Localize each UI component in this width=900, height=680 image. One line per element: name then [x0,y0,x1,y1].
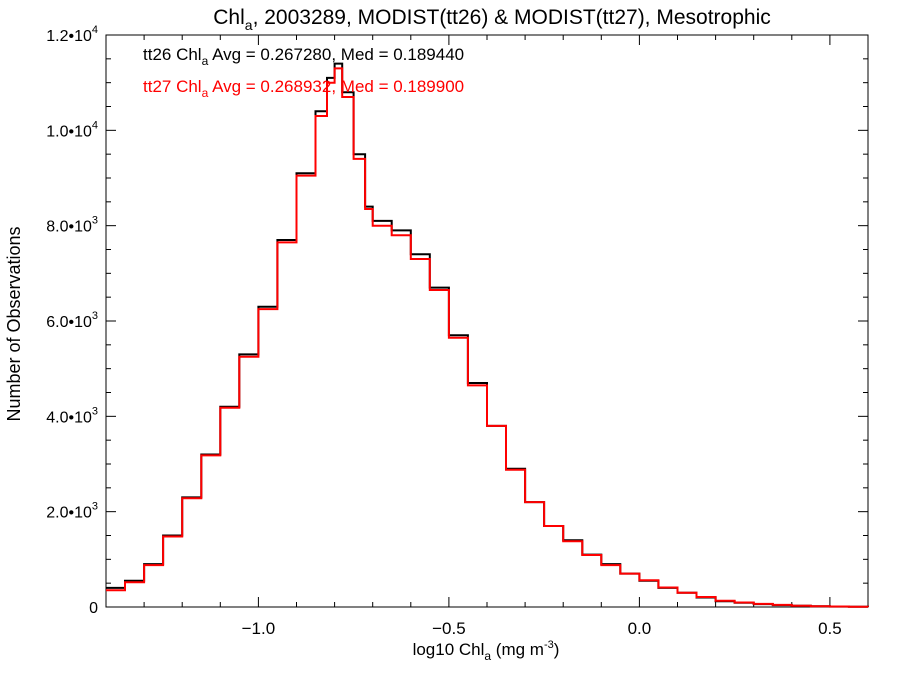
x-tick-label: −0.5 [432,619,466,638]
x-tick-label: 0.5 [818,619,842,638]
x-tick-label: −1.0 [242,619,276,638]
y-tick-label: 8.0•103 [46,215,98,236]
y-tick-label: 6.0•103 [46,310,98,331]
series-line-2 [106,67,869,608]
x-tick-label: 0.0 [628,619,652,638]
y-tick-label: 0 [89,600,98,617]
x-axis-label: log10 Chla (mg m-3) [413,639,560,663]
annotations-group: tt26 Chla Avg = 0.267280, Med = 0.189440… [143,45,464,100]
series-group [106,62,869,608]
annotation-stat-1: tt26 Chla Avg = 0.267280, Med = 0.189440 [143,45,464,68]
y-tick-label: 1.0•104 [46,119,98,140]
y-tick-label: 1.2•104 [46,24,98,45]
axis-tick-labels: −1.0 −0.5 0.0 0.5 0 2.0•103 4.0•103 6.0•103 8.0•… [46,24,841,638]
annotation-stat-2: tt27 Chla Avg = 0.268932, Med = 0.189900 [143,77,464,100]
chart-title: Chla, 2003289, MODIST(tt26) & MODIST(tt2… [213,6,770,33]
y-tick-label: 4.0•103 [46,405,98,426]
y-tick-label: 2.0•103 [46,501,98,522]
y-axis-label: Number of Observations [4,226,24,421]
